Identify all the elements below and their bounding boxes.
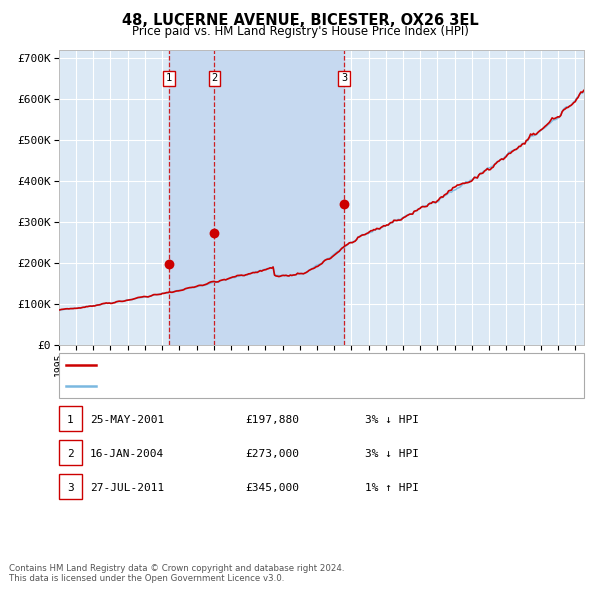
Point	[339, 199, 349, 208]
Point	[209, 228, 219, 238]
Bar	[214, 50, 344, 345]
Text: Contains HM Land Registry data © Crown copyright and database right 2024.
This d: Contains HM Land Registry data © Crown c…	[9, 563, 344, 583]
Text: 1: 1	[166, 73, 172, 83]
Text: HPI: Average price, detached house, Cherwell: HPI: Average price, detached house, Cher…	[101, 381, 376, 391]
Text: 3: 3	[67, 483, 74, 493]
Text: 1% ↑ HPI: 1% ↑ HPI	[365, 483, 419, 493]
Text: 27-JUL-2011: 27-JUL-2011	[90, 483, 164, 493]
Text: £273,000: £273,000	[245, 449, 299, 459]
Bar	[169, 50, 214, 345]
Text: 48, LUCERNE AVENUE, BICESTER, OX26 3EL: 48, LUCERNE AVENUE, BICESTER, OX26 3EL	[122, 13, 478, 28]
Text: 1: 1	[67, 415, 74, 425]
Text: 3% ↓ HPI: 3% ↓ HPI	[365, 415, 419, 425]
Text: 3% ↓ HPI: 3% ↓ HPI	[365, 449, 419, 459]
Text: Price paid vs. HM Land Registry's House Price Index (HPI): Price paid vs. HM Land Registry's House …	[131, 25, 469, 38]
Text: 16-JAN-2004: 16-JAN-2004	[90, 449, 164, 459]
Point	[164, 260, 173, 269]
Text: 3: 3	[341, 73, 347, 83]
Text: 48, LUCERNE AVENUE, BICESTER, OX26 3EL (detached house): 48, LUCERNE AVENUE, BICESTER, OX26 3EL (…	[101, 360, 445, 370]
Text: £197,880: £197,880	[245, 415, 299, 425]
Text: 2: 2	[211, 73, 218, 83]
Text: £345,000: £345,000	[245, 483, 299, 493]
Text: 25-MAY-2001: 25-MAY-2001	[90, 415, 164, 425]
Text: 2: 2	[67, 449, 74, 459]
